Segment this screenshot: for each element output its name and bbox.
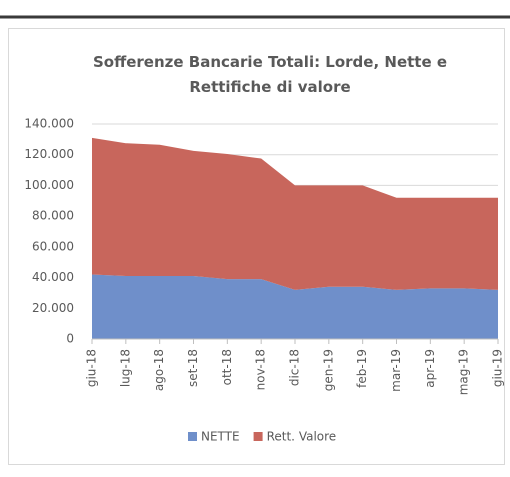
x-tick-label: apr-19: [423, 349, 437, 388]
x-tick-label: mar-19: [389, 349, 403, 392]
x-tick-label: ott-18: [220, 349, 234, 385]
y-tick-label: 140.000: [24, 117, 74, 131]
area: [92, 274, 498, 339]
x-tick-label: gen-19: [321, 349, 335, 391]
y-tick-label: 100.000: [24, 178, 74, 192]
x-tick-label: lug-18: [118, 349, 132, 387]
x-tick-label: ago-18: [152, 349, 166, 391]
y-tick-label: 80.000: [32, 209, 74, 223]
y-tick-label: 60.000: [32, 239, 74, 253]
legend-swatch: [188, 432, 197, 441]
legend-label: Rett. Valore: [267, 430, 337, 444]
x-tick-label: giu-19: [491, 349, 505, 387]
x-tick-label: mag-19: [457, 349, 471, 395]
x-tick-label: nov-18: [254, 349, 268, 390]
legend-label: NETTE: [201, 430, 240, 444]
x-tick-label: dic-18: [288, 349, 302, 386]
chart-title: Sofferenze Bancarie Totali: Lorde, Nette…: [92, 53, 448, 96]
y-tick-label: 0: [66, 332, 74, 346]
area: [92, 137, 498, 290]
y-tick-label: 20.000: [32, 301, 74, 315]
x-tick-label: giu-18: [85, 349, 99, 387]
legend-swatch: [253, 432, 263, 441]
y-tick-label: 120.000: [24, 147, 74, 161]
x-tick-label: set-18: [186, 349, 200, 387]
x-tick-label: feb-19: [355, 349, 369, 388]
y-tick-label: 40.000: [32, 270, 74, 284]
